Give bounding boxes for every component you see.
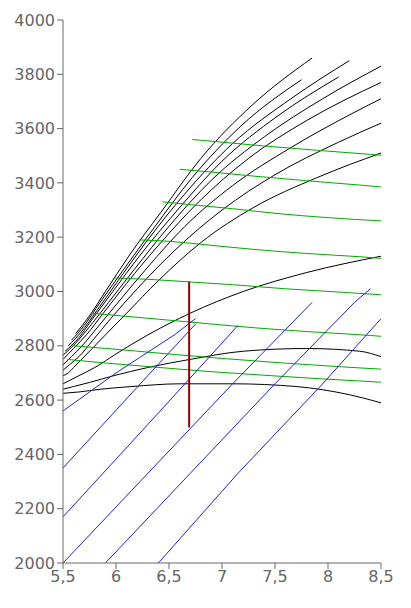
svg-text:8,5: 8,5 [368, 567, 393, 586]
svg-text:2000: 2000 [14, 554, 55, 573]
svg-text:2200: 2200 [14, 499, 55, 518]
svg-text:8: 8 [323, 567, 333, 586]
svg-text:3000: 3000 [14, 282, 55, 301]
svg-text:2600: 2600 [14, 391, 55, 410]
svg-text:5,5: 5,5 [50, 567, 76, 587]
svg-text:6,5: 6,5 [156, 567, 181, 586]
svg-text:4000: 4000 [14, 11, 55, 30]
svg-text:7: 7 [217, 567, 227, 586]
svg-text:3600: 3600 [14, 119, 55, 138]
svg-text:3200: 3200 [14, 228, 55, 247]
svg-text:3400: 3400 [14, 174, 55, 193]
svg-text:7,5: 7,5 [262, 567, 287, 586]
svg-text:2400: 2400 [14, 445, 55, 464]
svg-text:2800: 2800 [14, 336, 55, 355]
svg-text:6: 6 [111, 567, 121, 586]
svg-text:3800: 3800 [14, 65, 55, 84]
